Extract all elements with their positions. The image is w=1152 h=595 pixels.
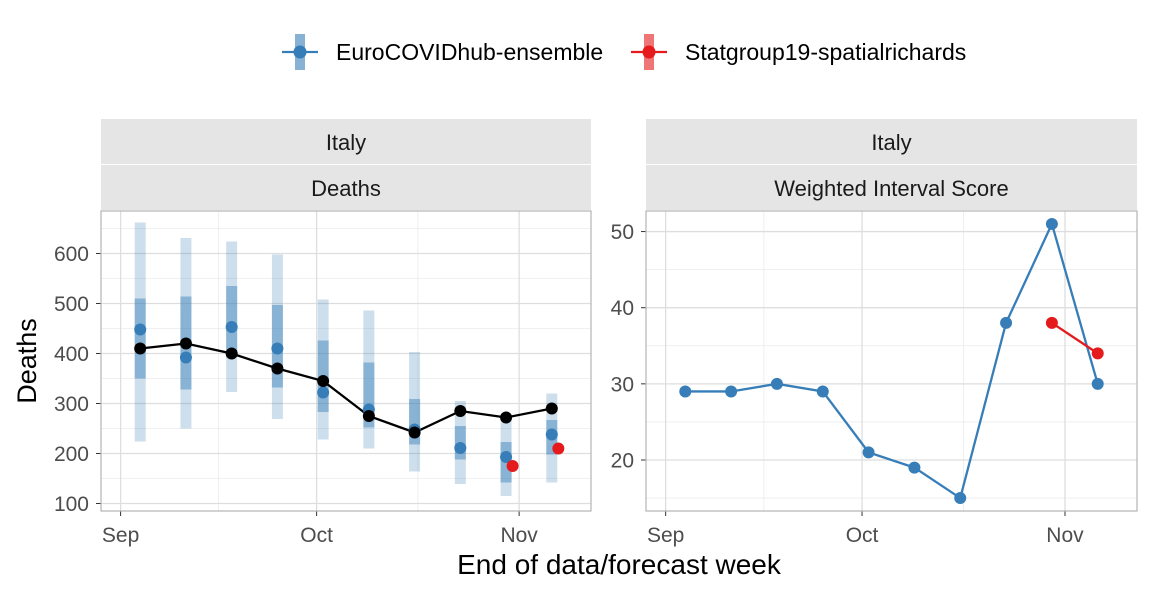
forecast-outer-interval [409, 352, 421, 472]
forecast-median-point [317, 386, 330, 399]
legend-label-ensemble: EuroCOVIDhub-ensemble [336, 38, 604, 65]
wis-series-line-1 [685, 220, 1099, 500]
panel-1-strip-title: Italy [326, 130, 366, 155]
panel-1-y-tick-label: 100 [54, 493, 89, 516]
legend-key-point [642, 45, 656, 59]
wis-series-point [1045, 316, 1058, 329]
observed-deaths-point [225, 347, 238, 360]
panel-2-y-tick-label: 40 [611, 297, 634, 320]
panel-1-y-tick-label: 400 [54, 343, 89, 366]
legend-key-statgroup-icon [629, 30, 669, 74]
wis-series-point [725, 385, 738, 398]
forecast-inner-interval [134, 298, 146, 379]
observed-deaths-line [140, 342, 553, 434]
wis-series-point [954, 492, 967, 505]
legend-key-glyph [631, 34, 667, 70]
panel-1-y-tick-label: 600 [54, 243, 89, 266]
panel-2-x-tick-label: Nov [1046, 524, 1084, 547]
panel-2-y-tick-label: 30 [611, 373, 634, 396]
panel-2-x-tick-label: Sep [647, 524, 684, 547]
legend-item-statgroup: Statgroup19-spatialrichards [629, 30, 966, 74]
observed-deaths-point [271, 362, 284, 375]
forecast-median-point [179, 351, 192, 364]
panel-1-y-tick-label: 200 [54, 443, 89, 466]
panel-1-y-tick-label: 300 [54, 393, 89, 416]
panel-2-strip-bottom [646, 165, 1137, 210]
legend-key-glyph [282, 34, 318, 70]
panel-1-x-tick-label: Nov [500, 524, 538, 547]
forecast-median-point [552, 442, 565, 455]
panel-2-border [645, 210, 1138, 512]
y-axis-label: Deaths [12, 318, 42, 404]
observed-deaths-point [545, 402, 558, 415]
panel-2-y-tick-label: 20 [611, 449, 634, 472]
panel-2-strip-subtitle: Weighted Interval Score [774, 176, 1008, 201]
legend-key-point [293, 45, 307, 59]
legend-label-statgroup: Statgroup19-spatialrichards [685, 38, 967, 65]
observed-deaths-point [134, 342, 147, 355]
forecast-median-point [545, 428, 558, 441]
wis-series-point [862, 446, 875, 459]
observed-deaths-point [317, 375, 330, 387]
forecast-inner-interval [409, 399, 421, 445]
wis-series-point [1000, 316, 1013, 329]
forecast-median-point [134, 323, 147, 336]
wis-series-point [1045, 217, 1058, 230]
wis-series-point [816, 385, 829, 398]
wis-series-point [1091, 377, 1104, 390]
panel-2-strip-top [646, 119, 1137, 164]
wis-series-point [1091, 347, 1104, 360]
wis-series-point [908, 461, 921, 474]
panel-2-strip-title: Italy [871, 130, 911, 155]
x-axis-label: End of data/forecast week [457, 549, 782, 580]
forecast-outer-interval [226, 241, 238, 392]
legend: EuroCOVIDhub-ensemble Statgroup19-spatia… [0, 30, 1152, 74]
panel-1-border [100, 210, 592, 512]
forecast-outer-interval [271, 254, 283, 419]
legend-key-ensemble-icon [280, 30, 320, 74]
observed-deaths-point [500, 411, 513, 424]
legend-item-ensemble: EuroCOVIDhub-ensemble [280, 30, 603, 74]
forecast-outer-interval [363, 310, 375, 449]
wis-series-line-2 [1051, 321, 1099, 355]
panel-2-y-tick-label: 50 [611, 221, 634, 244]
observed-deaths-point [408, 426, 421, 439]
wis-series-point [770, 377, 783, 390]
forecast-median-point [271, 342, 284, 355]
forecast-median-point [225, 321, 238, 333]
observed-deaths-point [179, 337, 192, 350]
forecast-outer-interval [180, 238, 192, 429]
panel-1-y-tick-label: 500 [54, 293, 89, 316]
panel-1-x-tick-label: Oct [300, 524, 333, 547]
forecast-median-point [454, 442, 467, 454]
forecast-median-point [506, 460, 519, 472]
observed-deaths-point [362, 410, 375, 422]
forecast-outer-interval [317, 299, 329, 440]
observed-deaths-point [454, 405, 467, 417]
panel-1-strip-subtitle: Deaths [311, 176, 381, 201]
wis-series-point [679, 385, 692, 398]
panel-1-strip-bottom [101, 165, 591, 210]
panel-1-x-tick-label: Sep [102, 524, 139, 547]
panel-1-strip-top [101, 119, 591, 164]
forecast-median-point [500, 451, 513, 463]
forecast-inner-interval [363, 362, 375, 428]
panel-2-x-tick-label: Oct [846, 524, 879, 547]
